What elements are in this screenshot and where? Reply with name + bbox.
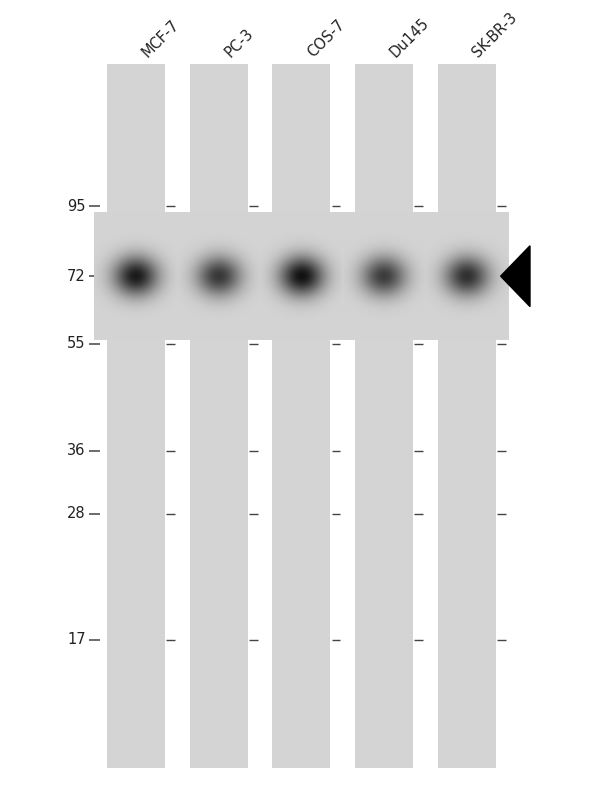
- Bar: [107, 64, 165, 768]
- Text: 17: 17: [67, 632, 86, 647]
- Text: COS-7: COS-7: [304, 17, 348, 60]
- Text: 55: 55: [67, 337, 86, 351]
- Text: 72: 72: [67, 269, 86, 284]
- Text: SK-BR-3: SK-BR-3: [470, 10, 520, 60]
- Text: Du145: Du145: [387, 15, 432, 60]
- Polygon shape: [501, 246, 530, 306]
- Bar: [272, 64, 330, 768]
- Text: PC-3: PC-3: [222, 26, 256, 60]
- Text: 95: 95: [67, 199, 86, 214]
- Bar: [355, 64, 413, 768]
- Bar: [438, 64, 496, 768]
- Text: 36: 36: [67, 443, 86, 458]
- Text: 28: 28: [67, 506, 86, 522]
- Bar: [190, 64, 248, 768]
- Text: MCF-7: MCF-7: [139, 17, 182, 60]
